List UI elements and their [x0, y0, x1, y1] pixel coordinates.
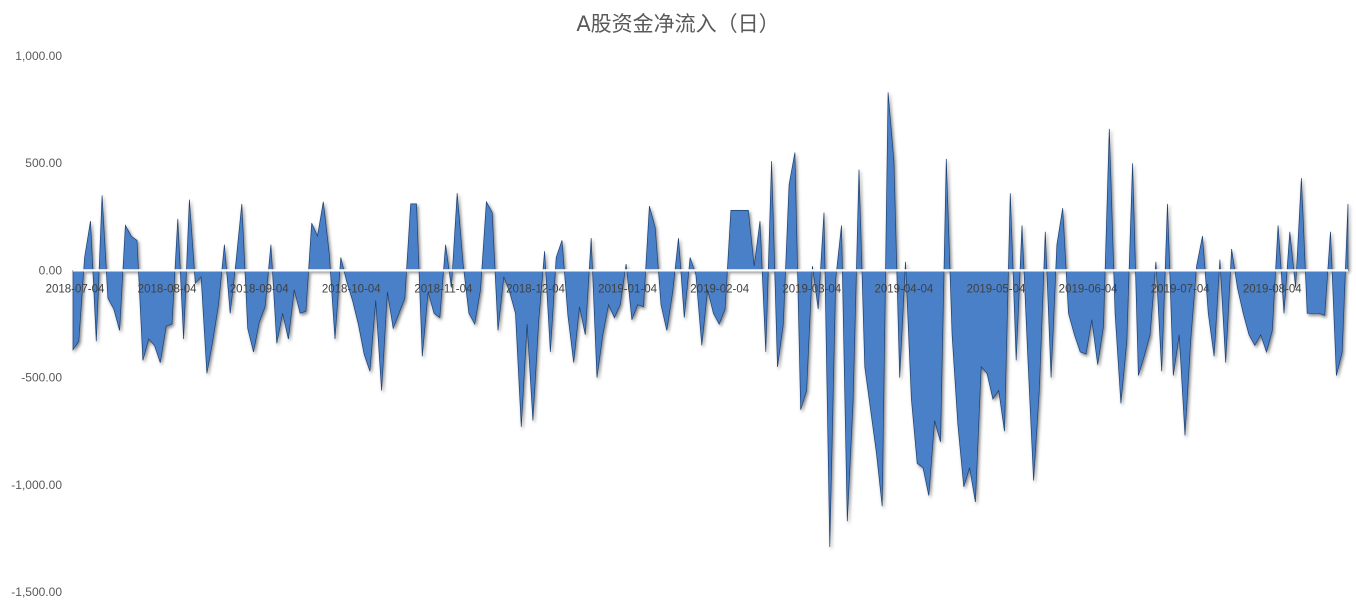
x-tick-label: 2018-10-04	[322, 283, 381, 295]
x-tick-label: 2019-05-04	[967, 283, 1026, 295]
x-axis: 2018-07-04 2018-08-04 2018-09-04 2018-10-04…	[46, 283, 1303, 295]
y-axis: 1,000.00 500.00 0.00 -500.00 -1,000.00 -1,500…	[11, 49, 62, 599]
x-tick-label: 2019-04-04	[874, 283, 933, 295]
y-tick-label: -1,500.00	[11, 585, 62, 599]
x-tick-label: 2019-08-04	[1243, 283, 1302, 295]
series-area	[72, 92, 1349, 548]
y-tick-label: 500.00	[25, 156, 62, 170]
x-tick-label: 2018-12-04	[506, 283, 565, 295]
x-tick-label: 2019-02-04	[690, 283, 749, 295]
x-tick-label: 2018-08-04	[138, 283, 197, 295]
x-tick-label: 2019-06-04	[1059, 283, 1118, 295]
y-tick-label: -1,000.00	[11, 478, 62, 492]
y-tick-label: 1,000.00	[15, 49, 62, 63]
y-tick-label: -500.00	[21, 371, 62, 385]
x-tick-label: 2018-07-04	[46, 283, 105, 295]
x-tick-label: 2019-01-04	[598, 283, 657, 295]
chart-title: A股资金净流入（日）	[576, 12, 780, 36]
y-tick-label: 0.00	[39, 263, 63, 277]
x-tick-label: 2018-09-04	[230, 283, 289, 295]
series-area-group	[72, 92, 1349, 548]
x-tick-label: 2019-07-04	[1151, 283, 1210, 295]
x-tick-label: 2018-11-04	[414, 283, 473, 295]
x-tick-label: 2019-03-04	[782, 283, 841, 295]
